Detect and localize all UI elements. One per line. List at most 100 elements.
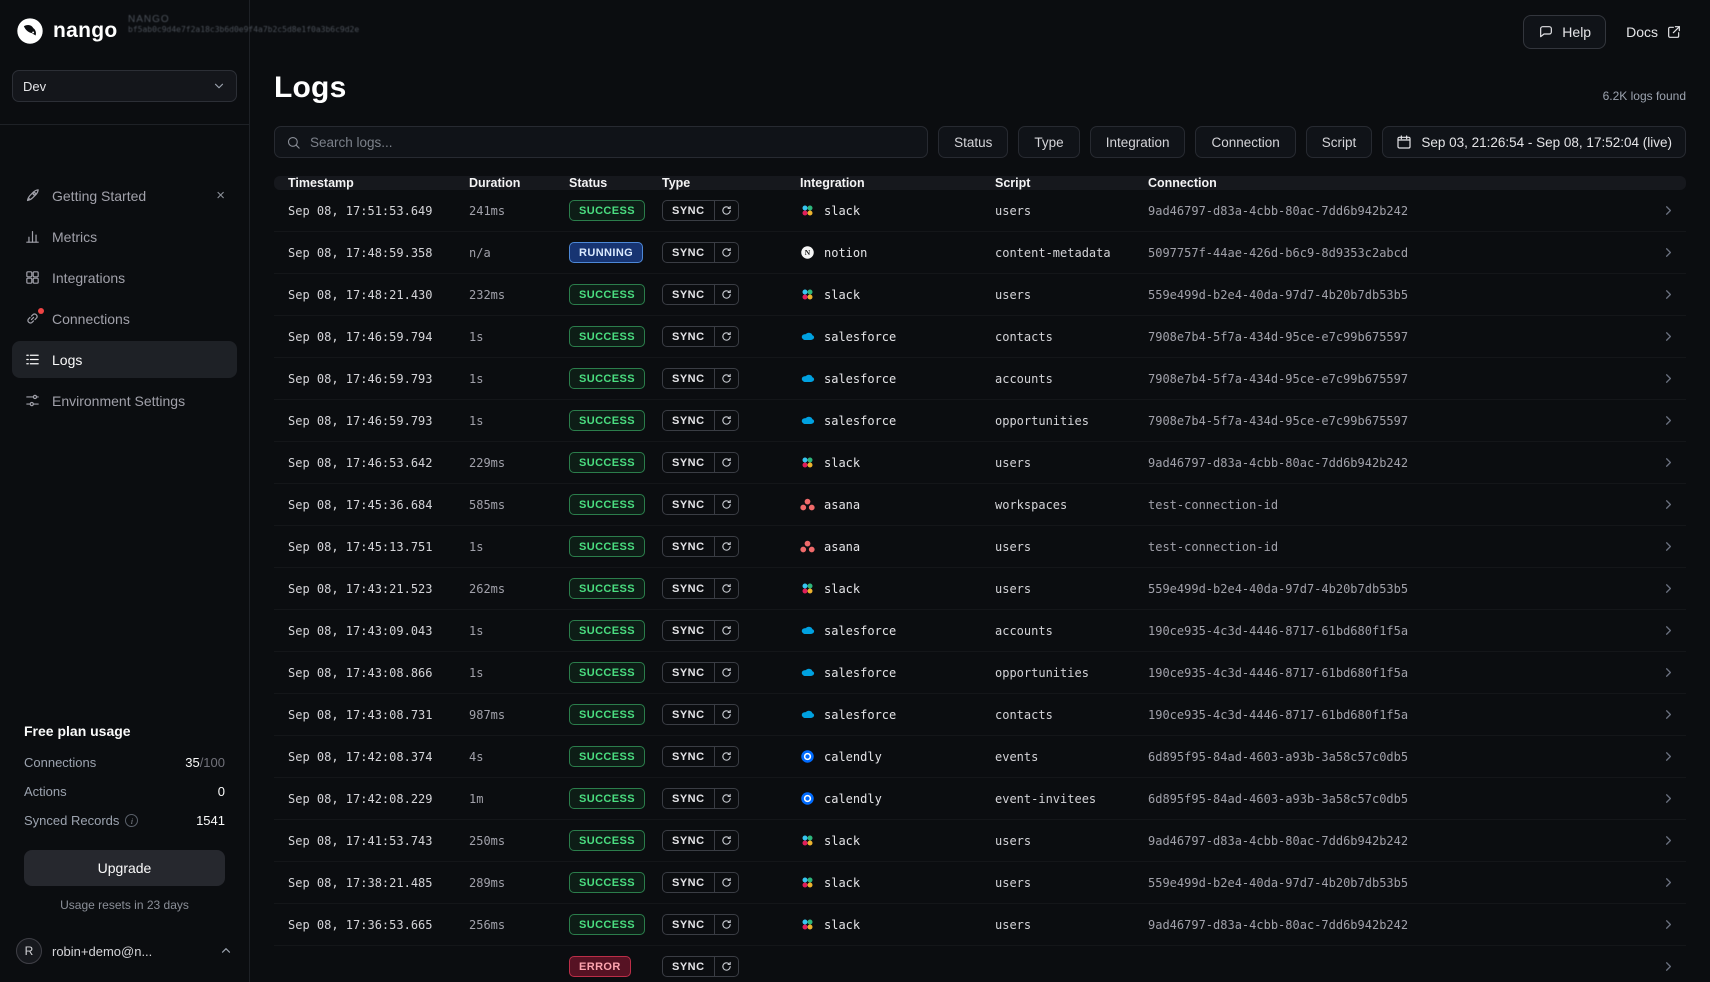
status-badge: SUCCESS: [569, 872, 645, 893]
chevron-right-icon[interactable]: [1661, 749, 1676, 764]
date-range-button[interactable]: Sep 03, 21:26:54 - Sep 08, 17:52:04 (liv…: [1382, 126, 1686, 158]
log-row[interactable]: Sep 08, 17:45:36.684 585ms SUCCESS SYNC asan…: [274, 484, 1686, 526]
filter-button-script[interactable]: Script: [1305, 126, 1373, 158]
close-icon[interactable]: ×: [216, 187, 225, 204]
chevron-right-icon[interactable]: [1661, 245, 1676, 260]
log-row[interactable]: Sep 08, 17:42:08.229 1m SUCCESS SYNC calendl…: [274, 778, 1686, 820]
log-integration: slack: [800, 875, 995, 890]
usage-row-value: 1541: [196, 813, 225, 828]
log-row[interactable]: Sep 08, 17:46:53.642 229ms SUCCESS SYNC slac…: [274, 442, 1686, 484]
chevron-right-icon[interactable]: [1661, 539, 1676, 554]
integration-name: asana: [824, 497, 861, 512]
info-icon[interactable]: i: [125, 814, 139, 827]
nango-goat-icon: [16, 17, 44, 45]
filter-button-connection[interactable]: Connection: [1195, 126, 1296, 158]
chevron-right-icon[interactable]: [1661, 455, 1676, 470]
chevron-right-icon[interactable]: [1661, 791, 1676, 806]
sidebar-item-integrations[interactable]: Integrations: [12, 259, 237, 296]
type-badge: SYNC: [662, 704, 739, 725]
sync-refresh-icon: [713, 705, 738, 724]
log-row[interactable]: Sep 08, 17:46:59.793 1s SUCCESS SYNC salesfo…: [274, 358, 1686, 400]
log-row[interactable]: Sep 08, 17:41:53.743 250ms SUCCESS SYNC slac…: [274, 820, 1686, 862]
status-badge: SUCCESS: [569, 200, 645, 221]
salesforce-icon: [800, 413, 815, 428]
chevron-right-icon[interactable]: [1661, 581, 1676, 596]
log-row[interactable]: Sep 08, 17:42:08.374 4s SUCCESS SYNC calendl…: [274, 736, 1686, 778]
calendly-icon: [800, 791, 815, 806]
log-script: accounts: [995, 371, 1053, 386]
log-integration: calendly: [800, 749, 995, 764]
log-timestamp: Sep 08, 17:42:08.229: [288, 791, 433, 806]
chevron-right-icon[interactable]: [1661, 875, 1676, 890]
type-badge: SYNC: [662, 452, 739, 473]
chevron-right-icon[interactable]: [1661, 371, 1676, 386]
log-row[interactable]: Sep 08, 17:36:53.665 256ms SUCCESS SYNC slac…: [274, 904, 1686, 946]
sidebar-item-environment-settings[interactable]: Environment Settings: [12, 382, 237, 419]
sidebar: nango Dev Getting Started × Metrics Integra…: [0, 0, 250, 982]
filter-button-type[interactable]: Type: [1018, 126, 1080, 158]
type-badge: SYNC: [662, 956, 739, 977]
log-row[interactable]: ERROR SYNC: [274, 946, 1686, 982]
log-row[interactable]: Sep 08, 17:46:59.793 1s SUCCESS SYNC salesfo…: [274, 400, 1686, 442]
filter-button-status[interactable]: Status: [938, 126, 1009, 158]
avatar: R: [16, 938, 42, 964]
help-label: Help: [1562, 24, 1592, 40]
log-row[interactable]: Sep 08, 17:45:13.751 1s SUCCESS SYNC asana us…: [274, 526, 1686, 568]
search-box[interactable]: [274, 126, 929, 158]
chevron-right-icon[interactable]: [1661, 917, 1676, 932]
usage-rows: Connections 35/100 Actions 0 Synced Records i…: [24, 755, 225, 828]
usage-row-label: Connections: [24, 755, 97, 770]
sidebar-item-metrics[interactable]: Metrics: [12, 218, 237, 255]
brand-name: nango: [53, 19, 118, 42]
type-badge: SYNC: [662, 662, 739, 683]
filter-button-integration[interactable]: Integration: [1089, 126, 1186, 158]
rocket-icon: [24, 187, 41, 204]
type-label: SYNC: [672, 834, 705, 847]
log-duration: 987ms: [469, 707, 506, 722]
log-row[interactable]: Sep 08, 17:46:59.794 1s SUCCESS SYNC salesfo…: [274, 316, 1686, 358]
account-menu[interactable]: R robin+demo@n...: [0, 922, 249, 982]
environment-selector[interactable]: Dev: [12, 70, 237, 102]
chevron-right-icon[interactable]: [1661, 287, 1676, 302]
filter-buttons: Status Type Integration Connection Script: [938, 126, 1373, 158]
sidebar-item-label: Logs: [52, 351, 83, 368]
type-badge: SYNC: [662, 326, 739, 347]
search-input[interactable]: [310, 134, 917, 150]
type-badge: SYNC: [662, 494, 739, 515]
chevron-right-icon[interactable]: [1661, 623, 1676, 638]
sidebar-item-logs[interactable]: Logs: [12, 341, 237, 378]
usage-row: Synced Records i 1541: [24, 813, 225, 828]
title-row: Logs 6.2K logs found: [274, 70, 1686, 106]
chevron-right-icon[interactable]: [1661, 497, 1676, 512]
log-row[interactable]: Sep 08, 17:43:21.523 262ms SUCCESS SYNC slac…: [274, 568, 1686, 610]
chevron-right-icon[interactable]: [1661, 707, 1676, 722]
log-row[interactable]: Sep 08, 17:43:08.731 987ms SUCCESS SYNC sale…: [274, 694, 1686, 736]
docs-link[interactable]: Docs: [1626, 24, 1682, 40]
upgrade-button[interactable]: Upgrade: [24, 850, 225, 886]
log-script: workspaces: [995, 497, 1068, 512]
sidebar-item-connections[interactable]: Connections: [12, 300, 237, 337]
usage-title: Free plan usage: [24, 723, 131, 739]
log-integration: slack: [800, 203, 995, 218]
sync-refresh-icon: [713, 453, 738, 472]
sidebar-item-getting-started[interactable]: Getting Started ×: [12, 177, 237, 214]
sync-refresh-icon: [713, 957, 738, 976]
log-row[interactable]: Sep 08, 17:43:08.866 1s SUCCESS SYNC salesfo…: [274, 652, 1686, 694]
help-button[interactable]: Help: [1523, 15, 1607, 49]
chevron-right-icon[interactable]: [1661, 203, 1676, 218]
chevron-right-icon[interactable]: [1661, 413, 1676, 428]
chevron-right-icon[interactable]: [1661, 665, 1676, 680]
log-script: users: [995, 833, 1032, 848]
chevron-right-icon[interactable]: [1661, 959, 1676, 974]
chevron-down-icon: [212, 79, 226, 93]
log-row[interactable]: Sep 08, 17:48:21.430 232ms SUCCESS SYNC slac…: [274, 274, 1686, 316]
log-connection: test-connection-id: [1148, 539, 1279, 554]
chevron-right-icon[interactable]: [1661, 329, 1676, 344]
type-badge: SYNC: [662, 200, 739, 221]
log-row[interactable]: Sep 08, 17:51:53.649 241ms SUCCESS SYNC slac…: [274, 190, 1686, 232]
log-row[interactable]: Sep 08, 17:43:09.043 1s SUCCESS SYNC salesfo…: [274, 610, 1686, 652]
chevron-right-icon[interactable]: [1661, 833, 1676, 848]
salesforce-icon: [800, 665, 815, 680]
log-row[interactable]: Sep 08, 17:38:21.485 289ms SUCCESS SYNC slac…: [274, 862, 1686, 904]
